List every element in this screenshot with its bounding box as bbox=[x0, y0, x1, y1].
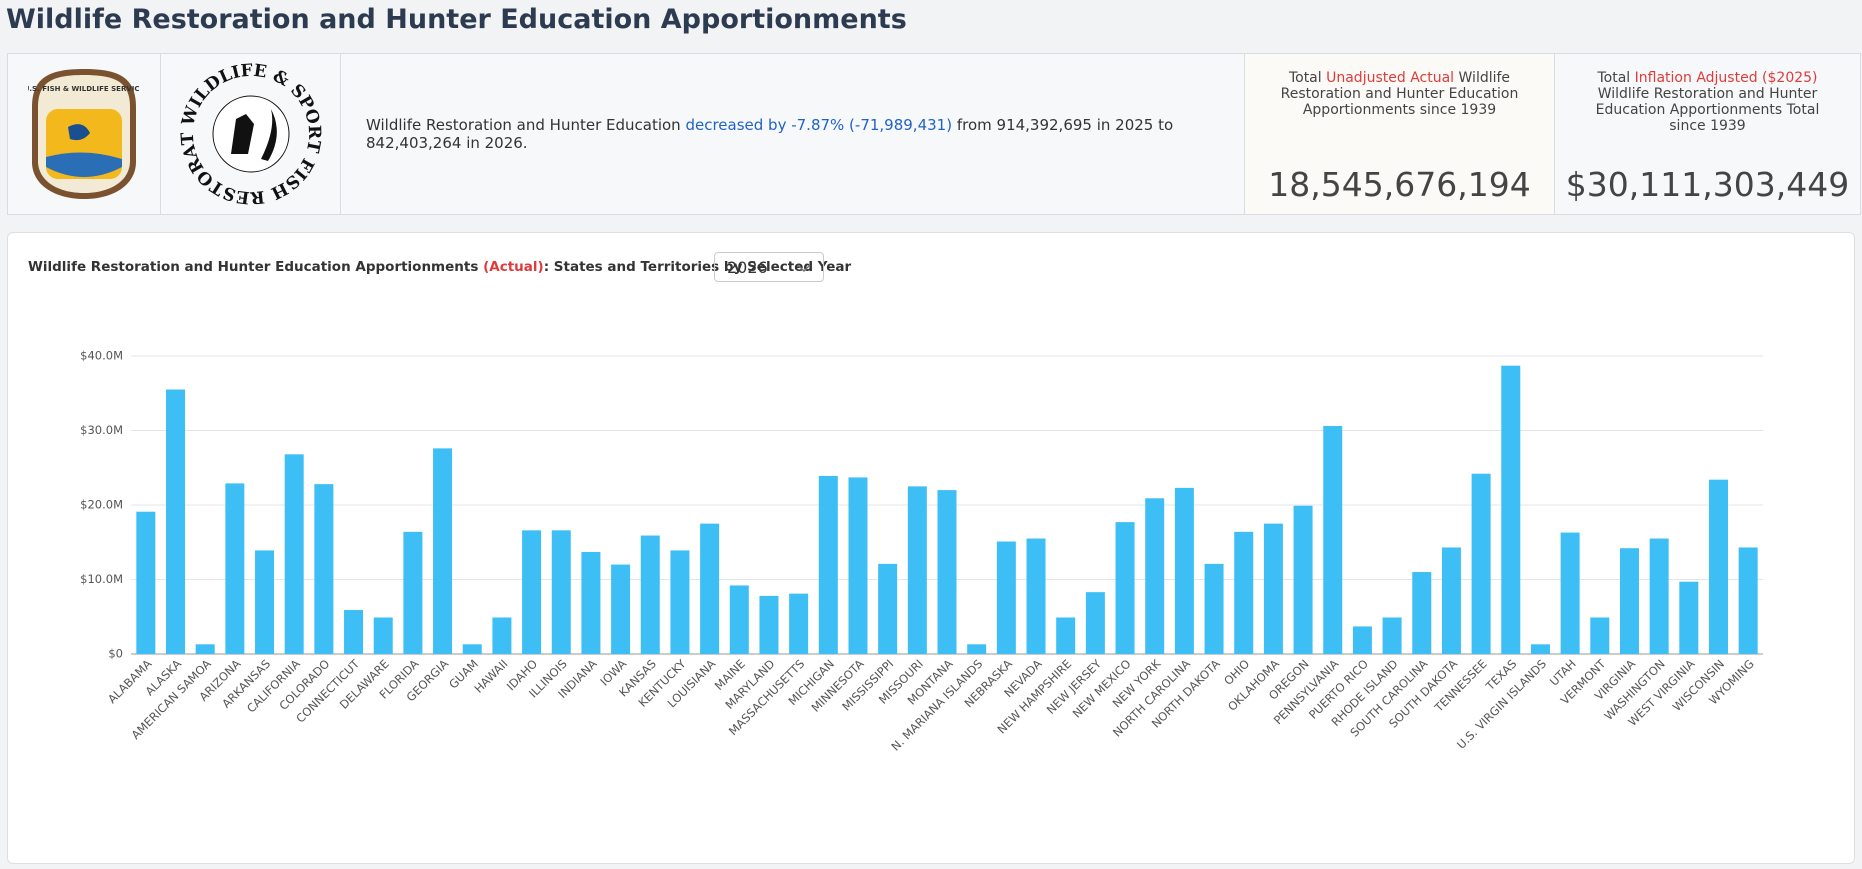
logo-cell: WILDLIFE & SPORT FISH RESTORATION bbox=[161, 54, 341, 214]
bar bbox=[996, 541, 1016, 654]
wsfr-logo: WILDLIFE & SPORT FISH RESTORATION bbox=[176, 59, 324, 207]
bar bbox=[907, 486, 927, 654]
bar bbox=[1323, 426, 1343, 654]
bar bbox=[729, 585, 749, 654]
kpi-label: Total bbox=[1288, 70, 1322, 86]
bar bbox=[640, 535, 660, 654]
bar bbox=[1738, 547, 1758, 654]
badge-duck bbox=[68, 124, 90, 141]
bar bbox=[1263, 523, 1283, 654]
chart: $0$10.0M$20.0M$30.0M$40.0MALABAMAALASKAA… bbox=[80, 349, 1763, 754]
bar bbox=[433, 448, 453, 654]
bar bbox=[1679, 581, 1699, 654]
bar bbox=[522, 530, 542, 654]
bar bbox=[759, 595, 779, 654]
bar bbox=[1619, 548, 1639, 654]
bar bbox=[848, 477, 868, 654]
chart-card: Wildlife Restoration and Hunter Educatio… bbox=[7, 232, 1855, 864]
bar bbox=[1115, 522, 1135, 654]
y-tick-label: $20.0M bbox=[80, 498, 123, 512]
bar bbox=[937, 490, 957, 654]
kpi-label-highlight: Inflation Adjusted ($2025) bbox=[1634, 70, 1818, 86]
bar bbox=[225, 483, 245, 654]
chart-title-text: : States and Territories by Selected Yea… bbox=[543, 259, 852, 275]
bar bbox=[255, 550, 275, 654]
bar bbox=[373, 617, 393, 654]
bar bbox=[195, 644, 215, 654]
bar bbox=[403, 531, 423, 654]
summary: Wildlife Restoration and Hunter Educatio… bbox=[341, 54, 1245, 214]
summary-text: from 914,392,695 in 2025 to 842,403,264 … bbox=[366, 116, 1174, 152]
dropdown-arrow bbox=[797, 264, 811, 273]
y-tick-label: $30.0M bbox=[80, 423, 123, 437]
bar bbox=[166, 389, 186, 654]
bar bbox=[1234, 531, 1254, 654]
y-tick-label: $40.0M bbox=[80, 349, 123, 363]
kpi-label: Wildlife Restoration and Hunter Educatio… bbox=[1280, 70, 1519, 118]
bar bbox=[1560, 532, 1580, 654]
bar bbox=[967, 644, 987, 654]
y-tick-label: $0 bbox=[108, 647, 123, 661]
kpi-card: Total Unadjusted Actual Wildlife Restora… bbox=[1245, 54, 1555, 214]
bar bbox=[611, 564, 631, 654]
bar bbox=[284, 454, 304, 654]
year-value: 2026 bbox=[727, 258, 768, 277]
year-dropdown[interactable]: 2026 bbox=[714, 252, 824, 282]
bar bbox=[1026, 538, 1046, 654]
kpi-value: $30,111,303,449 bbox=[1565, 165, 1850, 204]
summary-text: Wildlife Restoration and Hunter Educatio… bbox=[366, 116, 681, 134]
bar bbox=[1412, 572, 1432, 654]
bar bbox=[344, 610, 364, 654]
bar bbox=[581, 551, 601, 654]
page-title: Wildlife Restoration and Hunter Educatio… bbox=[6, 4, 907, 35]
bar bbox=[1530, 644, 1550, 654]
kpi-label: Total bbox=[1597, 70, 1631, 86]
bar bbox=[1708, 479, 1728, 654]
bar bbox=[818, 475, 838, 654]
badge-water bbox=[46, 152, 122, 177]
bar bbox=[1174, 487, 1194, 654]
kpi-label: Wildlife Restoration and Hunter Educatio… bbox=[1595, 86, 1820, 134]
chart-title-text: Wildlife Restoration and Hunter Educatio… bbox=[28, 259, 479, 275]
bar bbox=[1590, 617, 1610, 654]
kpi-label-highlight: Unadjusted Actual bbox=[1326, 70, 1455, 86]
bar bbox=[670, 550, 690, 654]
bar bbox=[1085, 592, 1105, 654]
bar bbox=[1145, 498, 1165, 654]
logo-text: U.S. FISH & WILDLIFE SERVICE bbox=[28, 85, 140, 93]
bar bbox=[1649, 538, 1669, 654]
bar bbox=[1293, 505, 1313, 654]
fws-logo: U.S. FISH & WILDLIFE SERVICE bbox=[28, 69, 140, 199]
bar bbox=[492, 617, 512, 654]
kpi-card: Total Inflation Adjusted ($2025) Wildlif… bbox=[1555, 54, 1860, 214]
bar bbox=[462, 644, 482, 654]
y-tick-label: $10.0M bbox=[80, 572, 123, 586]
bar bbox=[700, 523, 720, 654]
logo-animals bbox=[230, 109, 277, 161]
bar bbox=[1501, 365, 1521, 654]
bar bbox=[314, 484, 334, 654]
x-tick-label: HAWAII bbox=[471, 657, 510, 696]
bar bbox=[1471, 473, 1491, 654]
bar bbox=[1056, 617, 1076, 654]
bar bbox=[136, 511, 156, 654]
bar bbox=[1352, 626, 1372, 654]
header-panel: U.S. FISH & WILDLIFE SERVICE WILDLIFE & … bbox=[7, 53, 1861, 215]
bar bbox=[1204, 563, 1224, 654]
chart-title-highlight: (Actual) bbox=[483, 259, 544, 275]
kpi-value: 18,545,676,194 bbox=[1268, 165, 1531, 204]
bar bbox=[1441, 547, 1461, 654]
bar bbox=[878, 563, 898, 654]
chart-title: Wildlife Restoration and Hunter Educatio… bbox=[28, 259, 851, 275]
x-tick-label: ALABAMA bbox=[105, 657, 155, 707]
logo-cell: U.S. FISH & WILDLIFE SERVICE bbox=[8, 54, 161, 214]
bar bbox=[551, 530, 571, 654]
summary-change: decreased by -7.87% (-71,989,431) bbox=[685, 116, 953, 134]
bar bbox=[789, 593, 809, 654]
bar bbox=[1382, 617, 1402, 654]
